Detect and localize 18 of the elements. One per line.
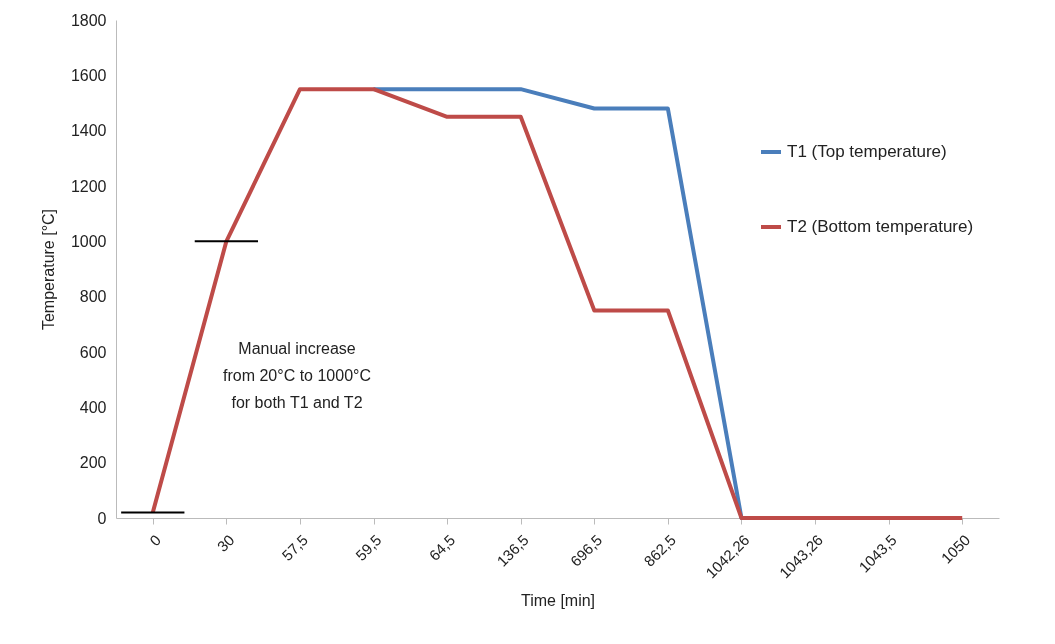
annotation: Manual increase from 20°C to 1000°C for both T1 and T2 xyxy=(223,339,372,411)
y-tick-label: 1800 xyxy=(70,11,107,29)
y-tick-label: 1400 xyxy=(70,122,107,140)
x-tick-label: 64,5 xyxy=(425,531,459,564)
y-tick-label: 600 xyxy=(79,343,107,361)
legend-label: T2 (Bottom temperature) xyxy=(787,217,974,236)
x-tick-label: 0 xyxy=(145,531,164,550)
x-axis-title: Time [min] xyxy=(520,592,596,610)
y-tick-label: 1000 xyxy=(70,232,107,250)
y-tick-label: 0 xyxy=(97,509,107,527)
y-tick-label: 800 xyxy=(79,288,107,306)
legend-label: T1 (Top temperature) xyxy=(787,142,947,161)
y-tick-label: 400 xyxy=(79,398,107,416)
x-tick-label: 30 xyxy=(213,531,238,555)
y-tick-label: 1200 xyxy=(70,177,107,195)
y-tick-label: 200 xyxy=(79,454,107,472)
y-tick-label: 1600 xyxy=(70,66,107,84)
y-axis-title: Temperature [°C] xyxy=(39,208,57,331)
